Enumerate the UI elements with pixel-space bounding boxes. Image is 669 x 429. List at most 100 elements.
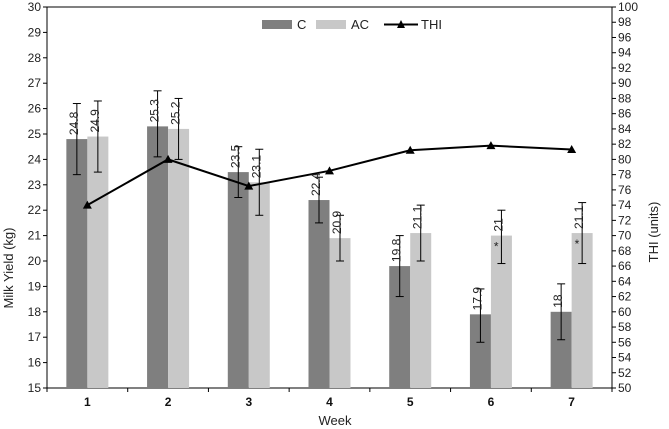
y2-tick-label: 72 (618, 213, 632, 227)
x-tick-label: 2 (165, 395, 172, 409)
y2-tick-label: 84 (618, 122, 632, 136)
error-bars-layer (72, 90, 587, 343)
legend-label-thi: THI (421, 17, 442, 32)
y-tick-label: 22 (28, 203, 42, 217)
significance-marker: * (575, 237, 580, 251)
bar-c (147, 126, 169, 388)
y2-tick-label: 94 (618, 46, 632, 60)
x-tick-label: 4 (326, 395, 333, 409)
x-tick-label: 6 (488, 395, 495, 409)
y2-tick-label: 76 (618, 183, 632, 197)
significance-marker: * (494, 240, 499, 254)
y2-tick-label: 58 (618, 320, 632, 334)
y2-tick-label: 100 (618, 0, 638, 14)
bar-c (389, 266, 411, 388)
y2-tick-label: 54 (618, 351, 632, 365)
y2-tick-label: 70 (618, 229, 632, 243)
legend-swatch-ac (316, 20, 346, 29)
thi-point (82, 200, 92, 209)
bar-ac (329, 238, 351, 388)
y2-tick-label: 80 (618, 152, 632, 166)
axes-layer: 1516171819202122232425262728293050525456… (28, 0, 639, 409)
legend-label-c: C (297, 17, 306, 32)
y-tick-label: 23 (28, 178, 42, 192)
bar-ac (410, 233, 432, 388)
y2-tick-label: 60 (618, 305, 632, 319)
y-tick-label: 21 (28, 229, 42, 243)
y-tick-label: 18 (28, 305, 42, 319)
bar-c (66, 139, 88, 388)
bar-c (550, 311, 572, 388)
data-label-c: 25.3 (148, 99, 162, 123)
data-label-c: 18 (551, 294, 565, 308)
thi-line-layer (82, 141, 577, 209)
data-label-ac: 21.1 (572, 205, 586, 229)
y-tick-label: 17 (28, 330, 42, 344)
bar-ac (571, 233, 593, 388)
bar-c (308, 200, 330, 388)
data-label-c: 17.9 (470, 287, 484, 311)
x-axis-title: Week (319, 413, 352, 428)
data-label-ac: 23.1 (249, 155, 263, 179)
bar-c (227, 172, 249, 388)
bar-ac (168, 128, 190, 389)
x-tick-label: 5 (407, 395, 414, 409)
y2-tick-label: 66 (618, 259, 632, 273)
data-label-c: 22.4 (309, 172, 323, 196)
y2-tick-label: 96 (618, 30, 632, 44)
bar-ac (490, 235, 512, 388)
data-labels-layer: 24.8 25.3 23.5 22.4 19.8 17.9 18 24.9 25.2 23.1 20… (67, 99, 586, 311)
y2-tick-label: 62 (618, 290, 632, 304)
y2-tick-label: 74 (618, 198, 632, 212)
thi-point (405, 145, 415, 154)
y-tick-label: 25 (28, 127, 42, 141)
data-label-ac: 24.9 (88, 109, 102, 133)
bar-ac (87, 136, 109, 388)
data-label-ac: 21 (491, 218, 505, 232)
thi-point (486, 141, 496, 150)
y-tick-label: 30 (28, 0, 42, 14)
y2-tick-label: 88 (618, 91, 632, 105)
y-tick-label: 29 (28, 25, 42, 39)
y2-tick-label: 64 (618, 274, 632, 288)
x-tick-label: 1 (84, 395, 91, 409)
legend-label-ac: AC (351, 17, 369, 32)
y2-tick-label: 90 (618, 76, 632, 90)
y2-tick-label: 52 (618, 366, 632, 380)
y-tick-label: 15 (28, 381, 42, 395)
thi-point (244, 181, 254, 190)
y2-tick-label: 98 (618, 15, 632, 29)
legend-marker-thi-icon (397, 20, 405, 28)
thi-point (567, 144, 577, 153)
data-label-ac: 25.2 (169, 101, 183, 125)
thi-point (163, 154, 173, 163)
y-tick-label: 26 (28, 102, 42, 116)
y2-tick-label: 56 (618, 335, 632, 349)
y-tick-label: 27 (28, 76, 42, 90)
y2-tick-label: 50 (618, 381, 632, 395)
y-tick-label: 28 (28, 51, 42, 65)
data-label-c: 24.8 (67, 111, 81, 135)
x-tick-label: 7 (568, 395, 575, 409)
data-label-c: 23.5 (228, 144, 242, 168)
bars-layer (66, 126, 593, 389)
y2-axis-title: THI (units) (646, 202, 661, 263)
y2-tick-label: 86 (618, 107, 632, 121)
y-tick-label: 20 (28, 254, 42, 268)
bar-c (469, 314, 491, 388)
y-tick-label: 16 (28, 356, 42, 370)
legend-swatch-c (262, 20, 292, 29)
x-tick-label: 3 (245, 395, 252, 409)
legend: C AC THI (262, 17, 442, 32)
y-axis-title: Milk Yield (kg) (1, 228, 16, 309)
y-tick-label: 19 (28, 279, 42, 293)
data-label-c: 19.8 (390, 238, 404, 262)
y2-tick-label: 82 (618, 137, 632, 151)
y-tick-label: 24 (28, 152, 42, 166)
y2-tick-label: 68 (618, 244, 632, 258)
y2-tick-label: 78 (618, 168, 632, 182)
data-label-ac: 21.1 (411, 205, 425, 229)
data-label-ac: 20.9 (330, 210, 344, 234)
thi-point (325, 166, 334, 175)
